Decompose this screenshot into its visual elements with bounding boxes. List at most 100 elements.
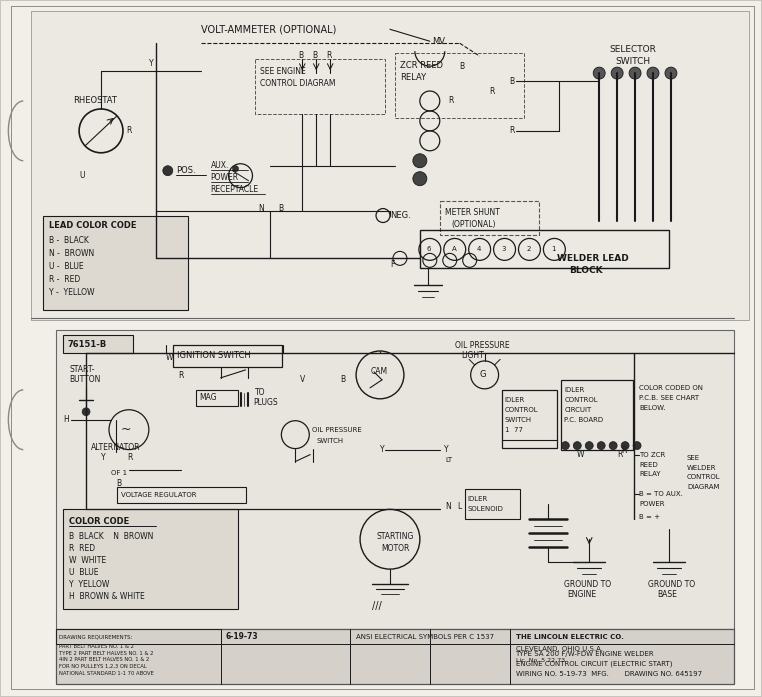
- Text: WELDER LEAD: WELDER LEAD: [557, 254, 629, 263]
- Text: LT: LT: [446, 457, 453, 463]
- Bar: [31, 11, 748, 320]
- Text: Y  YELLOW: Y YELLOW: [69, 580, 110, 588]
- Text: TYPE 2 PART BELT HALVES NO. 1 & 2: TYPE 2 PART BELT HALVES NO. 1 & 2: [59, 651, 154, 657]
- Text: U  BLUE: U BLUE: [69, 567, 98, 576]
- Text: FOR NO PULLEYS 1,2,3 ON DECAL: FOR NO PULLEYS 1,2,3 ON DECAL: [59, 664, 147, 669]
- Text: CONTROL DIAGRAM: CONTROL DIAGRAM: [261, 79, 336, 88]
- Bar: [56, 330, 734, 629]
- Text: ZCR REED: ZCR REED: [400, 61, 443, 70]
- Text: RECEPTACLE: RECEPTACLE: [210, 185, 259, 194]
- Text: N -  BROWN: N - BROWN: [50, 249, 94, 258]
- Text: Y -  YELLOW: Y - YELLOW: [50, 288, 94, 297]
- Text: SOLENOID: SOLENOID: [468, 506, 504, 512]
- Text: POWER: POWER: [210, 173, 239, 182]
- Text: 76151-B: 76151-B: [67, 339, 107, 348]
- Text: U -  BLUE: U - BLUE: [50, 262, 84, 271]
- Text: PLUGS: PLUGS: [254, 398, 278, 407]
- Text: OIL PRESSURE: OIL PRESSURE: [455, 341, 509, 349]
- Text: B = TO AUX.: B = TO AUX.: [639, 491, 683, 498]
- Text: P.C. BOARD: P.C. BOARD: [565, 417, 604, 422]
- Text: BASE: BASE: [657, 590, 677, 599]
- Circle shape: [621, 442, 629, 450]
- Text: CONTROL: CONTROL: [565, 397, 598, 403]
- Circle shape: [597, 442, 605, 450]
- Text: GROUND TO: GROUND TO: [565, 580, 611, 588]
- Text: BLOCK: BLOCK: [569, 266, 603, 275]
- Text: SEE: SEE: [687, 454, 700, 461]
- Text: POWER: POWER: [639, 501, 664, 507]
- Text: R: R: [617, 450, 623, 459]
- Text: (OPTIONAL): (OPTIONAL): [452, 220, 496, 229]
- Text: W: W: [166, 353, 173, 362]
- Circle shape: [82, 408, 90, 415]
- Text: R: R: [126, 126, 131, 135]
- Text: COLOR CODED ON: COLOR CODED ON: [639, 385, 703, 391]
- Text: R: R: [621, 446, 626, 455]
- Text: METER SHUNT: METER SHUNT: [445, 208, 500, 217]
- Text: A: A: [452, 247, 456, 252]
- Text: VOLT-AMMETER (OPTIONAL): VOLT-AMMETER (OPTIONAL): [200, 24, 336, 34]
- Text: RELAY: RELAY: [639, 471, 661, 477]
- Text: N: N: [258, 204, 264, 213]
- Text: VOLTAGE REGULATOR: VOLTAGE REGULATOR: [121, 492, 197, 498]
- Text: PART BELT HALVES NO. 1 & 2: PART BELT HALVES NO. 1 & 2: [59, 644, 134, 650]
- Text: B: B: [459, 61, 465, 70]
- Text: B: B: [312, 51, 318, 60]
- Text: 6-19-73: 6-19-73: [226, 632, 258, 641]
- Text: Y: Y: [443, 445, 448, 454]
- Circle shape: [163, 166, 173, 176]
- Circle shape: [611, 67, 623, 79]
- Text: H: H: [63, 415, 69, 424]
- Text: COLOR CODE: COLOR CODE: [69, 516, 130, 526]
- Text: OF 1: OF 1: [111, 470, 127, 477]
- Text: SWITCH: SWITCH: [316, 438, 344, 443]
- Text: THE LINCOLN ELECTRIC CO.: THE LINCOLN ELECTRIC CO.: [516, 634, 623, 640]
- Bar: [43, 215, 187, 310]
- Text: 1: 1: [552, 247, 555, 252]
- Text: ENGINE CONTROL CIRCUIT (ELECTRIC START): ENGINE CONTROL CIRCUIT (ELECTRIC START): [516, 661, 672, 667]
- Circle shape: [413, 154, 427, 168]
- Text: POS.: POS.: [176, 166, 195, 175]
- Text: B -  BLACK: B - BLACK: [50, 236, 89, 245]
- Bar: [255, 59, 385, 114]
- Text: CAM: CAM: [371, 367, 388, 376]
- Bar: [465, 489, 520, 519]
- Text: 4: 4: [477, 247, 481, 252]
- Text: AUX.: AUX.: [210, 161, 229, 170]
- Circle shape: [232, 166, 239, 171]
- Text: WIRING NO. 5-19-73  MFG.       DRAWING NO. 645197: WIRING NO. 5-19-73 MFG. DRAWING NO. 6451…: [516, 671, 702, 677]
- Text: STARTING: STARTING: [376, 532, 414, 541]
- Text: START-: START-: [69, 365, 94, 374]
- Bar: [63, 335, 133, 353]
- Text: ENGINE: ENGINE: [568, 590, 597, 599]
- Text: B: B: [116, 479, 121, 488]
- Text: GROUND TO: GROUND TO: [648, 580, 695, 588]
- Text: R  RED: R RED: [69, 544, 95, 553]
- Text: 4IN 2 PART BELT HALVES NO. 1 & 2: 4IN 2 PART BELT HALVES NO. 1 & 2: [59, 657, 149, 662]
- Text: OIL PRESSURE: OIL PRESSURE: [312, 427, 362, 433]
- Bar: [440, 201, 539, 236]
- Text: MOTOR: MOTOR: [381, 544, 409, 553]
- Text: ///: ///: [372, 601, 382, 611]
- Text: TO: TO: [255, 388, 266, 397]
- Text: BUTTON: BUTTON: [69, 376, 101, 384]
- Text: LEAD COLOR CODE: LEAD COLOR CODE: [50, 221, 136, 230]
- Text: REED: REED: [639, 461, 658, 468]
- Circle shape: [629, 67, 641, 79]
- Text: B  BLACK    N  BROWN: B BLACK N BROWN: [69, 532, 153, 541]
- Text: CONTROL: CONTROL: [504, 407, 538, 413]
- Text: RHEOSTAT: RHEOSTAT: [73, 96, 117, 105]
- Text: IDLER: IDLER: [468, 496, 488, 503]
- Text: H  BROWN & WHITE: H BROWN & WHITE: [69, 592, 145, 601]
- Bar: [420, 231, 669, 268]
- Text: U: U: [79, 171, 85, 181]
- Text: 6: 6: [427, 247, 431, 252]
- Bar: [501, 390, 557, 447]
- Text: MAG: MAG: [200, 393, 217, 402]
- Bar: [395, 53, 524, 118]
- Circle shape: [413, 171, 427, 185]
- Circle shape: [585, 442, 594, 450]
- Circle shape: [562, 442, 569, 450]
- Text: 1  77: 1 77: [504, 427, 523, 433]
- Text: B: B: [278, 204, 283, 213]
